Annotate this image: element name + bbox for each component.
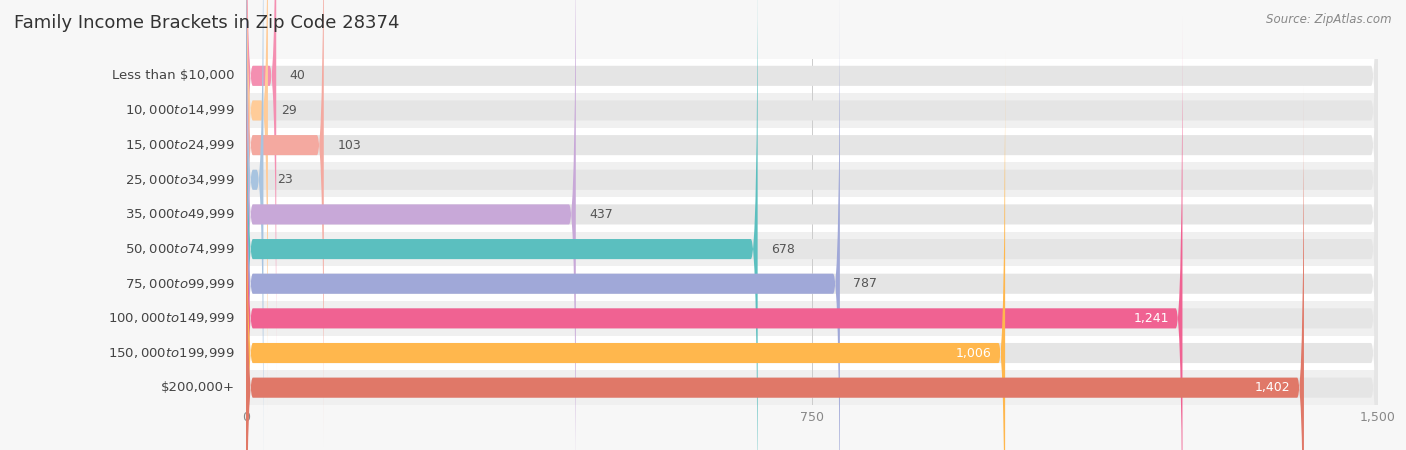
Text: $100,000 to $149,999: $100,000 to $149,999 (108, 311, 235, 325)
FancyBboxPatch shape (246, 162, 1378, 197)
FancyBboxPatch shape (246, 0, 269, 412)
FancyBboxPatch shape (246, 0, 758, 450)
FancyBboxPatch shape (246, 0, 576, 450)
Text: 1,402: 1,402 (1254, 381, 1291, 394)
Text: 1,241: 1,241 (1133, 312, 1168, 325)
FancyBboxPatch shape (246, 197, 1378, 232)
Text: $25,000 to $34,999: $25,000 to $34,999 (125, 173, 235, 187)
FancyBboxPatch shape (246, 0, 1378, 450)
Text: $200,000+: $200,000+ (160, 381, 235, 394)
FancyBboxPatch shape (246, 0, 263, 450)
Text: 40: 40 (290, 69, 305, 82)
FancyBboxPatch shape (246, 0, 1378, 447)
FancyBboxPatch shape (246, 0, 276, 378)
FancyBboxPatch shape (246, 0, 1378, 450)
FancyBboxPatch shape (246, 336, 1378, 370)
FancyBboxPatch shape (246, 51, 1378, 450)
FancyBboxPatch shape (246, 266, 1378, 301)
Text: $50,000 to $74,999: $50,000 to $74,999 (125, 242, 235, 256)
Text: $75,000 to $99,999: $75,000 to $99,999 (125, 277, 235, 291)
FancyBboxPatch shape (246, 17, 1182, 450)
Text: Source: ZipAtlas.com: Source: ZipAtlas.com (1267, 14, 1392, 27)
FancyBboxPatch shape (246, 0, 839, 450)
Text: $35,000 to $49,999: $35,000 to $49,999 (125, 207, 235, 221)
Text: Less than $10,000: Less than $10,000 (112, 69, 235, 82)
FancyBboxPatch shape (246, 93, 1378, 128)
Text: 787: 787 (853, 277, 877, 290)
FancyBboxPatch shape (246, 232, 1378, 266)
Text: 1,006: 1,006 (956, 346, 991, 360)
Text: 29: 29 (281, 104, 297, 117)
FancyBboxPatch shape (246, 51, 1005, 450)
Text: Family Income Brackets in Zip Code 28374: Family Income Brackets in Zip Code 28374 (14, 14, 399, 32)
FancyBboxPatch shape (246, 0, 1378, 412)
FancyBboxPatch shape (246, 17, 1378, 450)
Text: $10,000 to $14,999: $10,000 to $14,999 (125, 104, 235, 117)
FancyBboxPatch shape (246, 301, 1378, 336)
Text: $150,000 to $199,999: $150,000 to $199,999 (108, 346, 235, 360)
FancyBboxPatch shape (246, 0, 323, 447)
FancyBboxPatch shape (246, 370, 1378, 405)
FancyBboxPatch shape (246, 128, 1378, 162)
FancyBboxPatch shape (246, 86, 1378, 450)
FancyBboxPatch shape (246, 58, 1378, 93)
FancyBboxPatch shape (246, 0, 1378, 450)
Text: 678: 678 (772, 243, 796, 256)
Text: 23: 23 (277, 173, 292, 186)
Text: $15,000 to $24,999: $15,000 to $24,999 (125, 138, 235, 152)
FancyBboxPatch shape (246, 0, 1378, 378)
FancyBboxPatch shape (246, 86, 1303, 450)
FancyBboxPatch shape (246, 0, 1378, 450)
Text: 437: 437 (589, 208, 613, 221)
Text: 103: 103 (337, 139, 361, 152)
